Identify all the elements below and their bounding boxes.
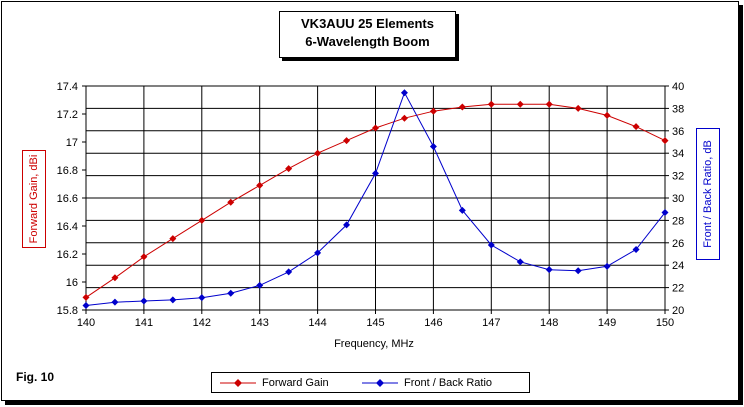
data-point-front-back-ratio xyxy=(603,262,611,270)
y2-tick-label: 24 xyxy=(672,260,684,272)
x-tick-label: 145 xyxy=(366,317,384,329)
data-point-front-back-ratio xyxy=(372,169,379,177)
x-tick-label: 141 xyxy=(135,317,153,329)
y-tick-label: 16.6 xyxy=(57,193,78,205)
legend-label-forward-gain: Forward Gain xyxy=(262,376,329,389)
y2-tick-label: 32 xyxy=(672,171,684,183)
x-tick-label: 147 xyxy=(482,317,500,329)
data-point-forward-gain xyxy=(400,114,408,122)
data-point-forward-gain xyxy=(545,100,553,108)
legend-swatch-front-back-ratio xyxy=(362,378,398,387)
data-point-forward-gain xyxy=(458,103,466,111)
data-point-forward-gain xyxy=(487,100,495,108)
legend-label-front-back-ratio: Front / Back Ratio xyxy=(404,376,493,389)
x-tick-label: 144 xyxy=(308,317,326,329)
data-point-front-back-ratio xyxy=(227,289,235,297)
x-tick-label: 149 xyxy=(598,317,616,329)
data-point-forward-gain xyxy=(429,107,437,115)
x-tick-label: 143 xyxy=(251,317,269,329)
data-point-forward-gain xyxy=(574,104,582,112)
y-tick-label: 16 xyxy=(66,277,78,289)
data-point-front-back-ratio xyxy=(661,209,669,217)
x-tick-label: 150 xyxy=(656,317,674,329)
data-point-front-back-ratio xyxy=(545,266,553,274)
y-tick-label: 16.8 xyxy=(57,165,78,177)
data-point-front-back-ratio xyxy=(285,268,293,276)
chart-subtitle: 6-Wavelength Boom xyxy=(305,34,430,49)
data-point-front-back-ratio xyxy=(429,142,437,150)
x-axis-label-row: Frequency, MHz xyxy=(0,338,744,350)
plot-border xyxy=(85,85,666,311)
data-point-front-back-ratio xyxy=(82,302,90,310)
y-tick-label: 16.4 xyxy=(57,221,78,233)
y2-tick-label: 38 xyxy=(672,103,684,115)
y-tick-label: 16.2 xyxy=(57,249,78,261)
data-point-forward-gain xyxy=(198,216,206,224)
x-tick-label: 146 xyxy=(424,317,442,329)
legend-item-front-back-ratio: Front / Back Ratio xyxy=(362,375,492,390)
y2-tick-label: 22 xyxy=(672,283,684,295)
data-point-forward-gain xyxy=(256,181,264,189)
y2-tick-label: 36 xyxy=(672,126,684,138)
y2-tick-label: 28 xyxy=(672,215,684,227)
y2-tick-label: 20 xyxy=(672,305,684,317)
x-axis-label: Frequency, MHz xyxy=(334,338,414,350)
data-point-front-back-ratio xyxy=(632,246,640,254)
left-axis-label: Forward Gain, dBi xyxy=(28,154,40,244)
y-tick-label: 17.4 xyxy=(57,81,78,93)
y-tick-label: 15.8 xyxy=(57,305,78,317)
data-point-forward-gain xyxy=(372,124,379,132)
legend-item-forward-gain: Forward Gain xyxy=(220,375,329,390)
data-point-front-back-ratio xyxy=(198,294,206,302)
y-tick-label: 17.2 xyxy=(57,109,78,121)
data-point-front-back-ratio xyxy=(574,267,582,275)
y2-tick-label: 26 xyxy=(672,238,684,250)
data-point-forward-gain xyxy=(661,137,669,145)
data-point-front-back-ratio xyxy=(400,89,408,97)
data-point-front-back-ratio xyxy=(140,297,148,305)
right-axis-label: Front / Back Ratio, dB xyxy=(702,140,714,248)
data-point-forward-gain xyxy=(314,149,322,157)
data-point-forward-gain xyxy=(632,123,640,131)
data-point-forward-gain xyxy=(227,198,235,206)
data-point-forward-gain xyxy=(285,165,293,173)
data-point-front-back-ratio xyxy=(458,206,466,214)
data-point-front-back-ratio xyxy=(169,296,177,304)
data-point-front-back-ratio xyxy=(314,249,322,257)
data-point-forward-gain xyxy=(140,253,148,261)
y2-tick-label: 40 xyxy=(672,81,684,93)
data-point-forward-gain xyxy=(169,235,177,243)
x-tick-label: 142 xyxy=(193,317,211,329)
figure-label: Fig. 10 xyxy=(16,370,55,384)
x-tick-label: 140 xyxy=(77,317,95,329)
data-point-forward-gain xyxy=(82,293,90,301)
data-point-front-back-ratio xyxy=(256,281,264,289)
legend: Forward Gain Front / Back Ratio xyxy=(211,372,530,393)
x-tick-label: 148 xyxy=(540,317,558,329)
chart-frame xyxy=(1,1,739,401)
right-axis-label-box: Front / Back Ratio, dB xyxy=(696,128,720,260)
legend-swatch-forward-gain xyxy=(220,378,256,387)
data-point-forward-gain xyxy=(343,137,351,145)
data-point-front-back-ratio xyxy=(516,258,524,266)
data-point-forward-gain xyxy=(111,274,119,282)
data-point-forward-gain xyxy=(516,100,524,108)
y-tick-label: 17 xyxy=(66,137,78,149)
data-point-front-back-ratio xyxy=(343,221,351,229)
data-point-front-back-ratio xyxy=(111,298,119,306)
chart-title: VK3AUU 25 Elements xyxy=(301,16,434,31)
data-point-forward-gain xyxy=(603,111,611,119)
y2-tick-label: 34 xyxy=(672,148,684,160)
left-axis-label-box: Forward Gain, dBi xyxy=(22,150,46,248)
chart-title-box: VK3AUU 25 Elements 6-Wavelength Boom xyxy=(279,11,456,58)
data-point-front-back-ratio xyxy=(487,241,495,249)
y2-tick-label: 30 xyxy=(672,193,684,205)
